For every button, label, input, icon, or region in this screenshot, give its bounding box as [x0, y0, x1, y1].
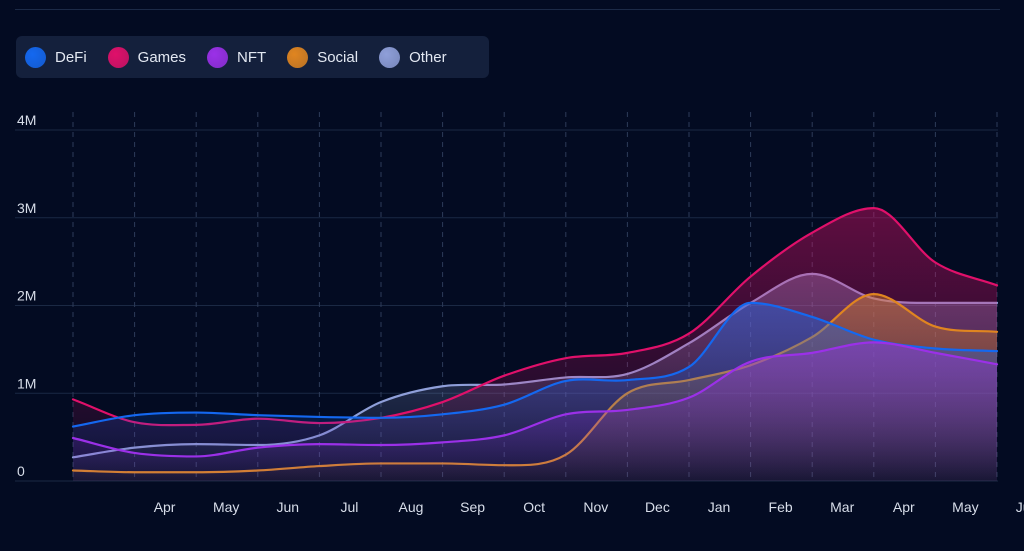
data-point-nft	[133, 451, 137, 455]
y-tick-label: 4M	[17, 112, 36, 128]
data-point-defi	[256, 413, 260, 417]
data-point-defi	[564, 379, 568, 383]
y-tick-label: 2M	[17, 288, 36, 304]
data-point-defi	[441, 412, 445, 416]
series-line-nft	[71, 341, 999, 458]
series-line-defi	[71, 301, 999, 428]
data-point-defi	[687, 365, 691, 369]
data-point-nft	[625, 408, 629, 412]
data-point-games	[810, 231, 814, 235]
x-tick-label: Jul	[340, 499, 358, 515]
data-point-games	[933, 261, 937, 265]
x-tick-label: Aug	[399, 499, 424, 515]
x-tick-label: Jun	[277, 499, 300, 515]
legend-label-nft: NFT	[237, 48, 267, 66]
data-point-other	[379, 400, 383, 404]
legend-label-social: Social	[317, 48, 359, 66]
data-point-defi	[194, 411, 198, 415]
legend-swatch-social	[287, 46, 309, 68]
x-tick-label: Oct	[523, 499, 545, 515]
data-point-defi	[933, 346, 937, 350]
legend-item-social[interactable]: Social	[287, 46, 359, 68]
data-point-nft	[872, 340, 876, 344]
x-tick-label: Apr	[893, 499, 915, 515]
y-tick-label: 3M	[17, 200, 36, 216]
data-point-social	[933, 325, 937, 329]
data-point-nft	[810, 351, 814, 355]
data-point-games	[749, 275, 753, 279]
data-point-defi	[133, 413, 137, 417]
data-point-defi	[749, 301, 753, 305]
series-area-nft	[73, 342, 997, 481]
data-point-games	[872, 206, 876, 210]
x-tick-label: Mar	[830, 499, 854, 515]
data-point-nft	[379, 443, 383, 447]
legend-item-games[interactable]: Games	[107, 46, 187, 68]
data-point-games	[687, 332, 691, 336]
x-tick-label: Jun	[1016, 499, 1024, 515]
x-tick-label: Jan	[708, 499, 731, 515]
data-point-games	[71, 397, 75, 401]
x-tick-label: Sep	[460, 499, 485, 515]
data-point-defi	[502, 403, 506, 407]
data-point-nft	[71, 436, 75, 440]
x-tick-label: May	[952, 499, 978, 515]
data-point-defi	[625, 378, 629, 382]
data-point-nft	[317, 442, 321, 446]
data-point-defi	[810, 315, 814, 319]
x-tick-label: Dec	[645, 499, 670, 515]
legend-label-defi: DeFi	[55, 48, 87, 66]
data-point-nft	[194, 454, 198, 458]
x-tick-label: May	[213, 499, 239, 515]
data-point-nft	[564, 412, 568, 416]
data-point-games	[502, 374, 506, 378]
x-tick-label: Apr	[154, 499, 176, 515]
data-point-defi	[995, 349, 999, 353]
legend-swatch-defi	[25, 46, 46, 68]
data-point-nft	[502, 433, 506, 437]
data-point-nft	[995, 362, 999, 366]
x-tick-label: Feb	[769, 499, 793, 515]
legend-item-other[interactable]: Other	[379, 46, 447, 68]
legend-swatch-nft	[207, 46, 229, 68]
data-point-nft	[687, 396, 691, 400]
legend-label-other: Other	[409, 48, 447, 66]
data-point-nft	[256, 446, 260, 450]
data-point-social	[995, 330, 999, 334]
legend-swatch-other	[379, 46, 401, 68]
top-divider	[15, 9, 1000, 10]
data-point-nft	[933, 351, 937, 355]
data-point-games	[441, 400, 445, 404]
data-point-games	[995, 283, 999, 287]
legend-item-nft[interactable]: NFT	[207, 46, 267, 68]
y-tick-label: 1M	[17, 375, 36, 391]
data-point-defi	[379, 416, 383, 420]
legend-label-games: Games	[137, 48, 187, 66]
data-point-games	[564, 356, 568, 360]
chart-legend: DeFi Games NFT Social Other	[16, 36, 489, 78]
data-point-other	[441, 384, 445, 388]
data-point-games	[625, 351, 629, 355]
legend-swatch-games	[107, 46, 129, 68]
legend-item-defi[interactable]: DeFi	[25, 46, 87, 68]
data-point-nft	[441, 440, 445, 444]
data-point-social	[872, 292, 876, 296]
data-point-defi	[317, 415, 321, 419]
data-point-defi	[71, 425, 75, 429]
data-point-nft	[749, 360, 753, 364]
y-tick-label: 0	[17, 463, 25, 479]
x-tick-label: Nov	[583, 499, 608, 515]
